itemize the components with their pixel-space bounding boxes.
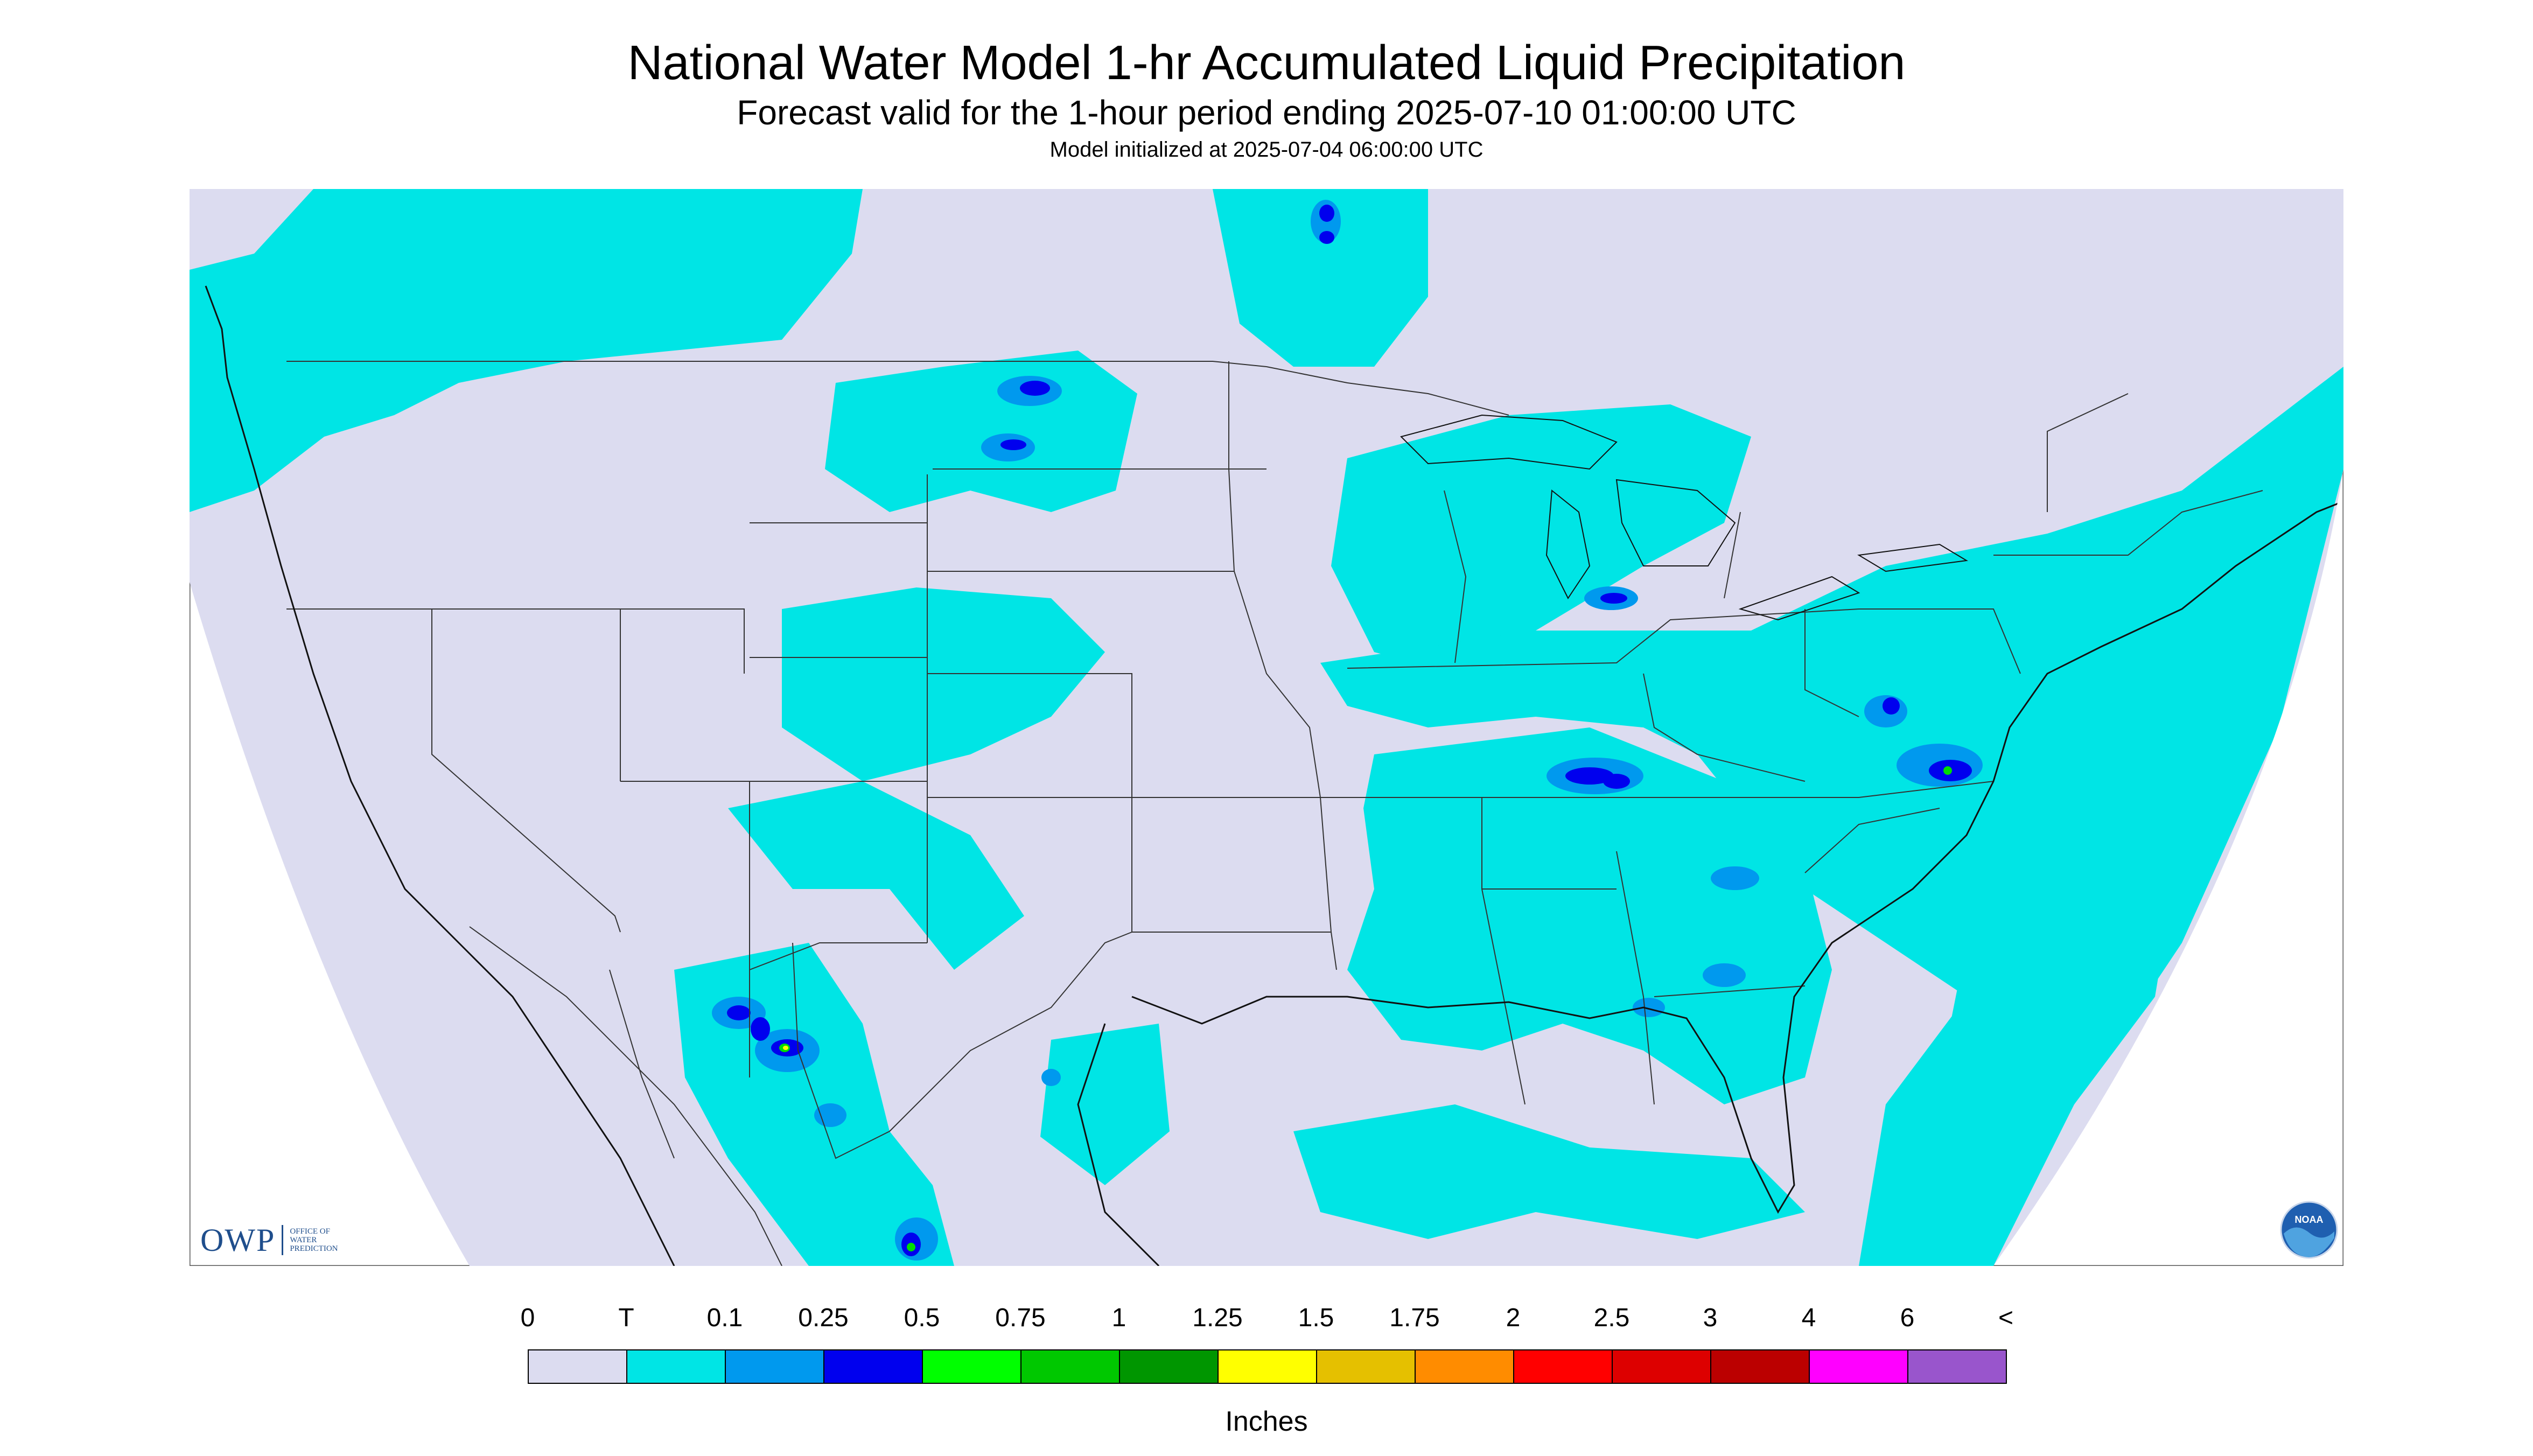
map-title: National Water Model 1-hr Accumulated Li… [627, 36, 1906, 90]
legend-tick-label: T [618, 1304, 634, 1332]
legend-tick-label: 2.5 [1593, 1304, 1630, 1332]
legend-tick-label: 1.25 [1192, 1304, 1243, 1332]
model-init-line: Model initialized at 2025-07-04 06:00:00… [1049, 138, 1484, 162]
legend-swatch [1020, 1349, 1120, 1384]
legend-swatch [823, 1349, 923, 1384]
legend-swatch [1119, 1349, 1219, 1384]
coastlines [205, 285, 2343, 1266]
legend-swatch [528, 1349, 627, 1384]
owp-sub-line: WATER [290, 1236, 317, 1244]
legend-tick-label: 0.1 [706, 1304, 743, 1332]
legend-tick-label: 1.5 [1298, 1304, 1334, 1332]
owp-logo-divider [282, 1225, 284, 1255]
legend-swatch [1710, 1349, 1810, 1384]
legend-tick-label: 2 [1506, 1304, 1521, 1332]
great-lakes [1400, 414, 1968, 621]
owp-sub-line: PREDICTION [290, 1244, 338, 1253]
legend-tick-label: 3 [1703, 1304, 1718, 1332]
owp-logo: OWP OFFICE OF WATER PREDICTION [200, 1221, 338, 1259]
legend-swatch [1809, 1349, 1908, 1384]
legend-tick-label: 0.25 [798, 1304, 849, 1332]
owp-logo-subtitle: OFFICE OF WATER PREDICTION [290, 1227, 338, 1253]
legend-swatch [922, 1349, 1021, 1384]
state-borders [286, 361, 2263, 1266]
green-yellow-cores [779, 766, 1952, 1251]
legend-tick-label: 6 [1900, 1304, 1915, 1332]
legend-swatch [1217, 1349, 1317, 1384]
legend-tick-label: 0 [520, 1304, 535, 1332]
legend-tick-label: 0.5 [904, 1304, 940, 1332]
owp-logo-mark: OWP [200, 1222, 276, 1258]
legend-units: Inches [1225, 1406, 1308, 1437]
forecast-valid-subtitle: Forecast valid for the 1-hour period end… [737, 93, 1796, 132]
noaa-logo: NOAA [2280, 1201, 2338, 1259]
legend-swatch [725, 1349, 824, 1384]
noaa-logo-text: NOAA [2295, 1214, 2324, 1225]
legend-tick-label: 1 [1111, 1304, 1126, 1332]
legend-swatch [626, 1349, 726, 1384]
legend-tick-label: < [1998, 1304, 2014, 1332]
owp-sub-line: OFFICE OF [290, 1227, 330, 1236]
precipitation-map [190, 189, 2343, 1266]
legend-swatch [1612, 1349, 1711, 1384]
legend-swatch [1316, 1349, 1416, 1384]
legend-tick-label: 4 [1801, 1304, 1816, 1332]
trace-precip-areas [190, 189, 2343, 1266]
legend-tick-label: 1.75 [1389, 1304, 1440, 1332]
legend-tick-label: 0.75 [995, 1304, 1046, 1332]
legend-swatch [1513, 1349, 1613, 1384]
legend-swatch [1415, 1349, 1514, 1384]
legend-swatch [1907, 1349, 2007, 1384]
